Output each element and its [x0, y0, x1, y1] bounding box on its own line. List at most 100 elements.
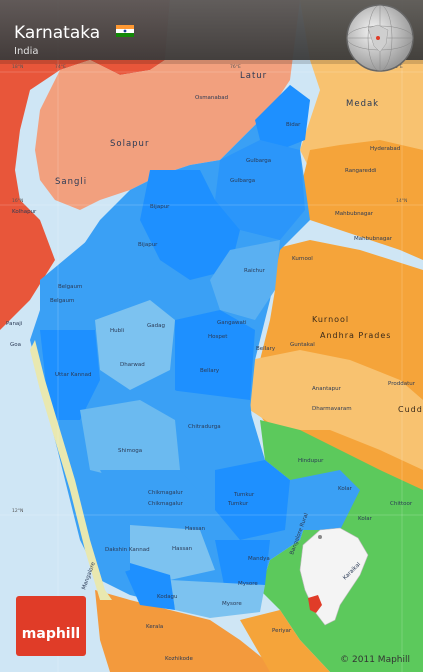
globe-icon[interactable]	[346, 4, 414, 72]
city-hindupur: Hindupur	[298, 458, 324, 464]
city-proddatur: Proddatur	[388, 381, 416, 387]
city-guntakal: Guntakal	[290, 342, 315, 348]
city-kodagu: Kodagu	[157, 594, 178, 600]
city-kolhapur: Kolhapur	[12, 209, 37, 215]
region-raichur	[210, 240, 280, 320]
city-gadag: Gadag	[147, 323, 165, 329]
label-bidar: Bidar	[286, 122, 301, 128]
label-periyar: Periyar	[272, 628, 292, 634]
city-tumkur: Tumkur	[227, 501, 249, 507]
label-mysore-district: Mysore	[238, 581, 258, 587]
maphill-logo-text: maphill	[22, 626, 80, 642]
region-chikmagalur	[100, 470, 215, 530]
region-bijapur	[140, 170, 240, 280]
india-flag-icon	[116, 25, 134, 37]
label-mandya: Mandya	[248, 556, 270, 562]
city-belgaum: Belgaum	[58, 284, 82, 290]
degree-76e: 76°E	[230, 64, 241, 70]
label-uttar-kannad: Uttar Kannad	[55, 372, 91, 378]
city-kozhikode: Kozhikode	[165, 656, 193, 662]
city-chittoor: Chittoor	[390, 501, 413, 507]
label-sangli: Sangli	[55, 177, 87, 187]
label-chikmagalur-district: Chikmagalur	[148, 490, 184, 496]
karnataka-highlight	[308, 595, 322, 613]
region-andhra-light	[250, 350, 423, 470]
region-shimoga	[80, 400, 180, 480]
label-gulbarga-district: Gulbarga	[230, 178, 255, 184]
region-kerala-south	[240, 610, 330, 672]
city-hassan: Hassan	[185, 526, 206, 532]
region-dakshin-kannad	[80, 520, 130, 580]
label-belgaum-district: Belgaum	[50, 298, 74, 304]
label-medak: Medak	[346, 99, 379, 109]
region-kerala	[95, 590, 280, 672]
map-title: Karnataka	[14, 23, 100, 43]
degree-18n: 18°N	[12, 64, 23, 70]
city-gangawati: Gangawati	[217, 320, 247, 326]
label-raichur: Raichur	[244, 268, 266, 274]
maphill-logo[interactable]: maphill	[16, 596, 86, 656]
region-belgaum	[40, 230, 160, 320]
label-dharwad: Dharwad	[120, 362, 145, 368]
region-maharashtra-red	[0, 0, 170, 330]
region-labels: Latur Osmanabad Bidar Medak Solapur Gulb…	[50, 71, 423, 634]
city-bijapur: Bijapur	[150, 204, 170, 210]
region-hassan	[130, 525, 215, 580]
city-gulbarga: Gulbarga	[246, 158, 271, 164]
label-shimoga: Shimoga	[118, 448, 142, 454]
label-hassan-district: Hassan	[172, 546, 193, 552]
label-anantapur: Anantapur	[312, 386, 342, 392]
city-bellary: Bellary	[256, 346, 276, 352]
city-dakshin-kannad: Dakshin Kannad	[105, 547, 150, 553]
india-inset	[299, 527, 369, 626]
label-cudd: Cudd	[398, 405, 423, 414]
city-panaji: Panaji	[6, 321, 23, 327]
coast-strip	[30, 340, 112, 600]
region-uttar-kannad	[40, 330, 100, 420]
label-rangareddi: Rangareddi	[345, 168, 377, 174]
label-kurnool-district: Kurnool	[312, 315, 349, 324]
degree-78e: 78°E	[392, 64, 403, 70]
label-andhra-pradesh: Andhra Prades	[320, 331, 391, 340]
city-hospet: Hospet	[208, 334, 228, 340]
city-hyderabad: Hyderabad	[370, 146, 400, 152]
label-latur: Latur	[240, 71, 267, 81]
city-kurnool: Kurnool	[292, 256, 313, 262]
region-bidar	[255, 85, 310, 150]
city-chikmagalur: Chikmagalur	[148, 501, 184, 507]
label-kolar-district: Kolar	[338, 486, 353, 492]
label-bellary-district: Bellary	[200, 368, 220, 374]
region-kolar	[290, 470, 360, 530]
degree-labels: 74°E 76°E 78°E 18°N 16°N 14°N 12°N	[12, 64, 407, 514]
region-chitradurga	[170, 390, 255, 470]
map-subtitle: India	[14, 46, 39, 57]
city-dharmavaram: Dharmavaram	[312, 406, 352, 412]
region-mandya	[215, 540, 270, 590]
label-chitradurga: Chitradurga	[188, 424, 221, 430]
city-mysore: Mysore	[222, 601, 242, 607]
label-osmanabad: Osmanabad	[195, 95, 228, 101]
degree-14n: 14°N	[396, 198, 407, 204]
city-goa: Goa	[10, 342, 21, 348]
city-hubli: Hubli	[110, 328, 125, 334]
degree-12n: 12°N	[12, 508, 23, 514]
copyright: © 2011 Maphill	[340, 655, 410, 665]
region-rangareddi	[300, 140, 423, 260]
city-mahbubnagar: Mahbubnagar	[335, 211, 374, 217]
label-mahbubnagar-district: Mahbubnagar	[354, 236, 393, 242]
city-kolar: Kolar	[358, 516, 373, 522]
region-mysore	[170, 580, 265, 618]
label-kerala: Kerala	[146, 624, 163, 630]
degree-16n: 16°N	[12, 198, 23, 204]
degree-74e: 74°E	[55, 64, 66, 70]
region-tumkur	[215, 460, 290, 540]
region-kodagu	[120, 560, 175, 610]
region-gulbarga	[215, 140, 305, 240]
label-tumkur-district: Tumkur	[233, 492, 255, 498]
label-solapur: Solapur	[110, 139, 149, 149]
label-bijapur-district: Bijapur	[138, 242, 158, 248]
region-bellary	[175, 310, 255, 410]
